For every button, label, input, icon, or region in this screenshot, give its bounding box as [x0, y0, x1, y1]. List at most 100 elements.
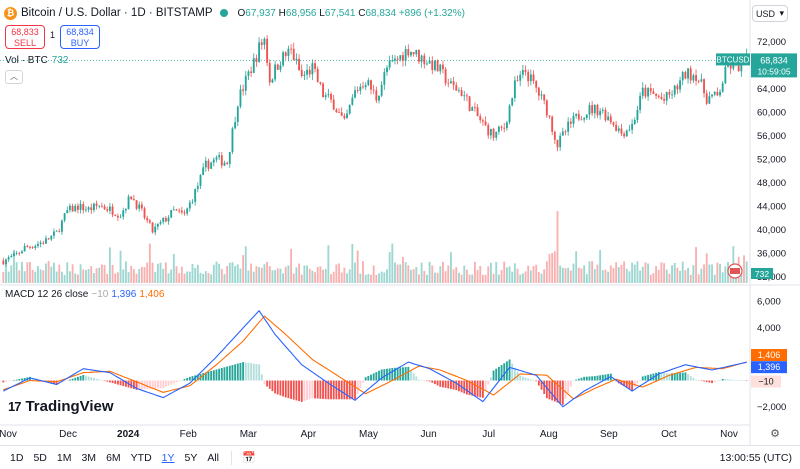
candle-body [418, 49, 420, 62]
calendar-icon[interactable]: 📅 [242, 452, 256, 464]
macd-hist-bar [255, 364, 258, 381]
macd-line [3, 309, 747, 408]
candle-body [100, 205, 103, 207]
candle-body [442, 64, 444, 70]
range-3m[interactable]: 3M [81, 451, 97, 464]
candle-body [66, 210, 69, 214]
macd-hist-bar [676, 372, 679, 381]
volume-bar [487, 266, 490, 283]
chevron-down-icon: ▾ [779, 8, 784, 18]
volume-bar [436, 272, 439, 283]
candle-body [87, 207, 90, 210]
macd-legend[interactable]: MACD 12 26 close −10 1,396 1,406 [5, 289, 164, 300]
volume-bar [442, 261, 444, 283]
volume-bar [489, 262, 492, 283]
candle-body [39, 242, 42, 245]
macd-hist-bar [348, 380, 351, 400]
macd-hist-bar [375, 372, 378, 381]
price-chart[interactable]: 72,00068,00064,00060,00056,00052,00048,0… [0, 0, 800, 445]
candle-body [657, 95, 660, 97]
volume-bar [69, 271, 71, 283]
candle-body [370, 80, 372, 90]
macd-hist-bar [692, 377, 695, 381]
macd-hist-bar [380, 369, 383, 381]
candle-body [697, 80, 700, 82]
macd-hist-bar [183, 379, 186, 381]
macd-hist-bar [620, 380, 623, 385]
tradingview-logo[interactable]: 17 TradingView [8, 398, 114, 415]
volume-bar [175, 266, 178, 283]
macd-hist-bar [737, 380, 740, 381]
volume-bar [332, 271, 335, 283]
buy-label: BUY [70, 38, 90, 48]
volume-bar [271, 270, 274, 283]
macd-hist-bar [372, 373, 375, 381]
volume-bar [604, 269, 607, 283]
volume-bar [447, 265, 450, 283]
macd-hist-bar [15, 379, 18, 381]
macd-hist-bar [548, 380, 551, 400]
volume-bar [37, 266, 39, 283]
macd-hist-bar [218, 368, 221, 381]
bottom-toolbar: 1D 5D 1M 3M 6M YTD 1Y 5Y All 📅 13:00:55 (UTC) [0, 445, 800, 469]
candle-body [287, 48, 290, 56]
macd-hist-bar [473, 380, 476, 397]
range-1y[interactable]: 1Y [161, 451, 175, 464]
macd-hist-bar [436, 380, 439, 386]
bitcoin-icon: ₿ [4, 6, 17, 20]
macd-hist-bar [223, 367, 226, 381]
volume-bar [740, 270, 743, 283]
volume-bar [620, 264, 623, 283]
buy-button[interactable]: 68,834 BUY [60, 25, 100, 49]
macd-hist-bar [196, 374, 199, 381]
gear-icon[interactable]: ⚙ [770, 428, 780, 440]
candle-body [426, 63, 428, 65]
volume-bar [386, 269, 388, 283]
volume-bar [591, 261, 594, 283]
macd-hist-bar [487, 380, 490, 385]
macd-hist-bar [188, 376, 191, 381]
macd-hist-bar [106, 380, 109, 382]
macd-hist-bar [236, 363, 239, 381]
macd-hist-bar [457, 380, 460, 392]
range-ytd[interactable]: YTD [130, 451, 152, 464]
candle-body [242, 89, 245, 91]
macd-hist-bar [519, 375, 522, 381]
candle-body [516, 80, 519, 82]
volume-bar [684, 270, 687, 283]
volume-bar [481, 274, 484, 283]
volume-bar [279, 268, 282, 283]
macd-hist-bar [633, 380, 636, 387]
candle-body [447, 83, 450, 85]
range-1d[interactable]: 1D [10, 451, 24, 464]
volume-bar [692, 265, 695, 283]
volume-bar [636, 261, 639, 283]
candle-body [335, 109, 338, 113]
candle-body [356, 90, 359, 92]
candle-body [290, 48, 293, 50]
macd-hist-bar [21, 378, 23, 381]
candle-body [620, 128, 623, 134]
range-all[interactable]: All [207, 451, 220, 464]
currency-select[interactable]: USD ▾ [752, 5, 788, 22]
volume-bar [532, 266, 535, 283]
sell-button[interactable]: 68,833 SELL [5, 25, 45, 49]
us-flag-icon-stripes [730, 268, 740, 274]
range-6m[interactable]: 6M [106, 451, 121, 464]
volume-bar [26, 262, 29, 283]
range-1m[interactable]: 1M [56, 451, 72, 464]
volume-bar [577, 267, 580, 283]
collapse-legend-button[interactable]: ︿ [5, 70, 23, 84]
macd-hist-bar [729, 379, 732, 381]
symbol-title[interactable]: Bitcoin / U.S. Dollar · 1D · BITSTAMP [21, 7, 213, 19]
range-5y[interactable]: 5Y [184, 451, 198, 464]
macd-hist-bar [434, 380, 436, 385]
candle-body [540, 94, 543, 96]
volume-bar [593, 269, 596, 283]
utc-clock[interactable]: 13:00:55 (UTC) [719, 452, 792, 464]
candle-body [204, 160, 207, 168]
volume-bar [561, 267, 564, 283]
time-tick-label: Mar [240, 429, 258, 440]
range-5d[interactable]: 5D [33, 451, 47, 464]
price-tick-label: 40,000 [757, 225, 786, 236]
